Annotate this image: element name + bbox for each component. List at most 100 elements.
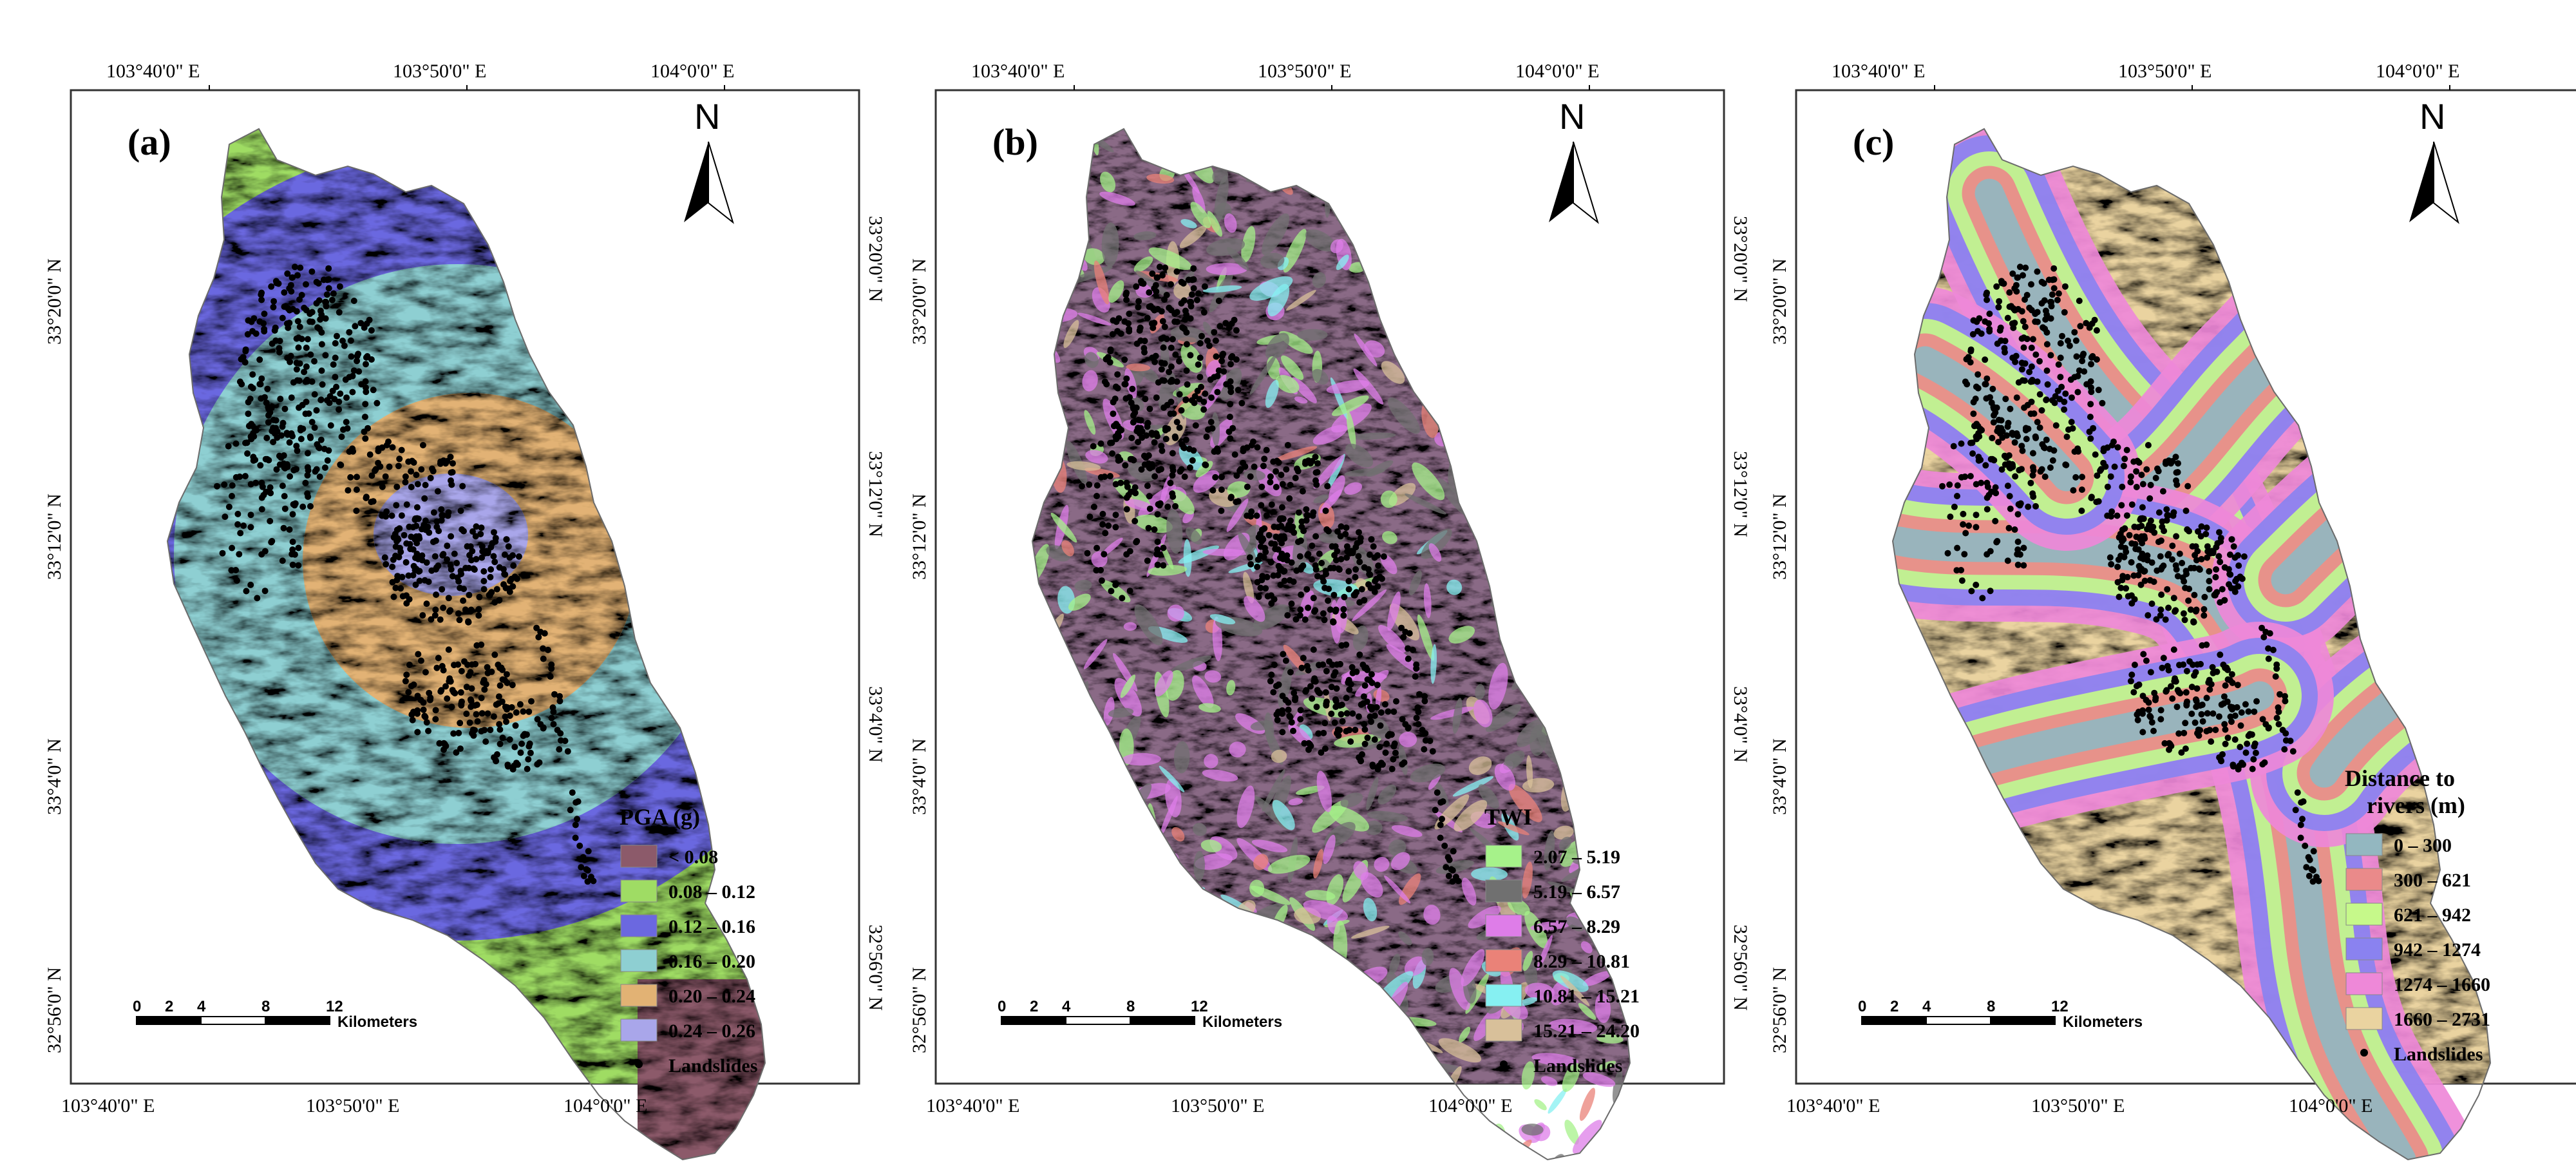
- landslide-point: [2144, 552, 2151, 559]
- landslide-point: [1271, 523, 1278, 530]
- left-tick-label: 33°4'0" N: [909, 738, 930, 815]
- twi-cell: [1095, 1120, 1137, 1136]
- landslide-point: [222, 513, 229, 521]
- landslide-point: [455, 729, 462, 736]
- landslide-point: [1201, 283, 1208, 290]
- landslide-point: [438, 517, 445, 524]
- landslide-point: [319, 381, 326, 388]
- landslide-point: [279, 419, 287, 426]
- landslide-point: [1365, 581, 1372, 588]
- landslide-point: [1206, 342, 1213, 349]
- landslide-point: [429, 465, 435, 472]
- landslide-point: [288, 394, 295, 401]
- landslide-point: [1248, 442, 1255, 448]
- landslide-point: [2235, 562, 2242, 569]
- landslide-point: [383, 508, 390, 515]
- landslide-point: [1368, 706, 1376, 713]
- landslide-point: [1168, 376, 1175, 383]
- landslide-point: [1182, 436, 1189, 443]
- landslide-point: [480, 586, 488, 593]
- landslide-point: [1286, 713, 1293, 720]
- landslide-point: [1195, 361, 1202, 368]
- landslide-point: [290, 501, 297, 508]
- landslide-point: [402, 473, 409, 480]
- scale-tick: 8: [1126, 998, 1135, 1015]
- landslide-point: [2180, 610, 2187, 617]
- landslide-point: [278, 432, 285, 439]
- landslide-point: [290, 466, 298, 474]
- twi-cell: [1553, 825, 1574, 840]
- landslide-point: [2029, 472, 2036, 479]
- landslide-point: [2212, 573, 2219, 580]
- landslide-point: [1168, 344, 1175, 351]
- landslide-point: [2072, 337, 2079, 344]
- landslide-point: [1146, 405, 1153, 412]
- landslide-point: [466, 551, 473, 559]
- landslide-point: [1973, 481, 1980, 488]
- landslide-point: [478, 710, 486, 717]
- landslide-point: [2051, 399, 2058, 407]
- twi-cell: [1108, 280, 1124, 303]
- scale-tick: 8: [261, 998, 270, 1015]
- landslide-point: [2081, 368, 2088, 375]
- landslide-point: [2163, 506, 2170, 513]
- landslide-point: [2162, 616, 2169, 623]
- twi-cell: [1517, 997, 1538, 1006]
- landslide-point: [408, 484, 415, 490]
- landslide-point: [1969, 330, 1976, 338]
- landslide-point: [353, 486, 360, 493]
- landslide-point: [361, 324, 368, 331]
- landslide-point: [1227, 435, 1234, 442]
- landslide-point: [2009, 430, 2016, 437]
- landslide-point: [1355, 713, 1362, 720]
- landslide-point: [265, 412, 272, 419]
- landslide-point: [2282, 693, 2288, 700]
- landslide-point: [491, 651, 498, 658]
- landslide-point: [270, 298, 278, 305]
- twi-cell: [1280, 355, 1304, 380]
- landslide-point: [296, 323, 303, 330]
- landslide-point: [2148, 559, 2155, 566]
- landslide-point: [1099, 510, 1106, 517]
- twi-cell: [1346, 410, 1356, 450]
- landslide-point: [2208, 738, 2215, 745]
- landslide-point: [503, 536, 510, 543]
- landslide-point: [548, 714, 555, 722]
- landslide-point: [511, 573, 518, 580]
- twi-cell: [1423, 905, 1441, 925]
- landslide-point: [1369, 761, 1376, 769]
- landslide-point: [1356, 529, 1362, 536]
- landslide-point: [2221, 693, 2228, 700]
- twi-cell: [1549, 1019, 1598, 1035]
- twi-cell: [1202, 769, 1238, 782]
- landslide-point: [2229, 706, 2236, 713]
- landslide-point: [2153, 616, 2160, 623]
- landslide-point: [2139, 504, 2146, 511]
- landslide-point: [573, 799, 580, 806]
- twi-cell: [1132, 1106, 1148, 1135]
- landslide-point: [2185, 597, 2192, 604]
- landslide-point: [445, 646, 452, 653]
- legend-item-label: 0.24 – 0.26: [668, 1020, 755, 1042]
- twi-cell: [1548, 1088, 1567, 1114]
- landslide-point: [1164, 425, 1171, 432]
- twi-cell: [1226, 498, 1249, 532]
- landslide-point: [2172, 675, 2179, 682]
- landslide-point: [2135, 546, 2142, 553]
- landslide-point: [1359, 661, 1367, 668]
- landslide-point: [1970, 410, 1977, 417]
- landslide-point: [1349, 550, 1356, 557]
- landslide-point: [272, 278, 279, 285]
- twi-cell: [1333, 1126, 1340, 1148]
- landslide-point: [1975, 454, 1982, 461]
- landslide-point: [1944, 550, 1951, 557]
- landslide-point: [2138, 472, 2145, 479]
- landslide-point: [308, 318, 316, 325]
- landslide-point: [2163, 517, 2170, 524]
- landslide-point: [1962, 530, 1969, 537]
- landslide-point: [403, 671, 410, 678]
- twi-cell: [1582, 971, 1612, 986]
- landslide-point: [1399, 716, 1406, 723]
